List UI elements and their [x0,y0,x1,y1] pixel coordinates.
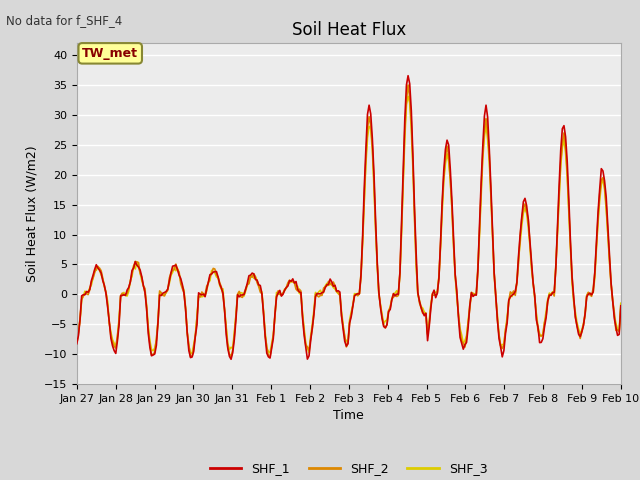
Legend: SHF_1, SHF_2, SHF_3: SHF_1, SHF_2, SHF_3 [205,457,492,480]
Text: TW_met: TW_met [82,47,138,60]
Title: Soil Heat Flux: Soil Heat Flux [292,21,406,39]
Text: No data for f_SHF_4: No data for f_SHF_4 [6,14,123,27]
X-axis label: Time: Time [333,409,364,422]
Y-axis label: Soil Heat Flux (W/m2): Soil Heat Flux (W/m2) [25,145,38,282]
